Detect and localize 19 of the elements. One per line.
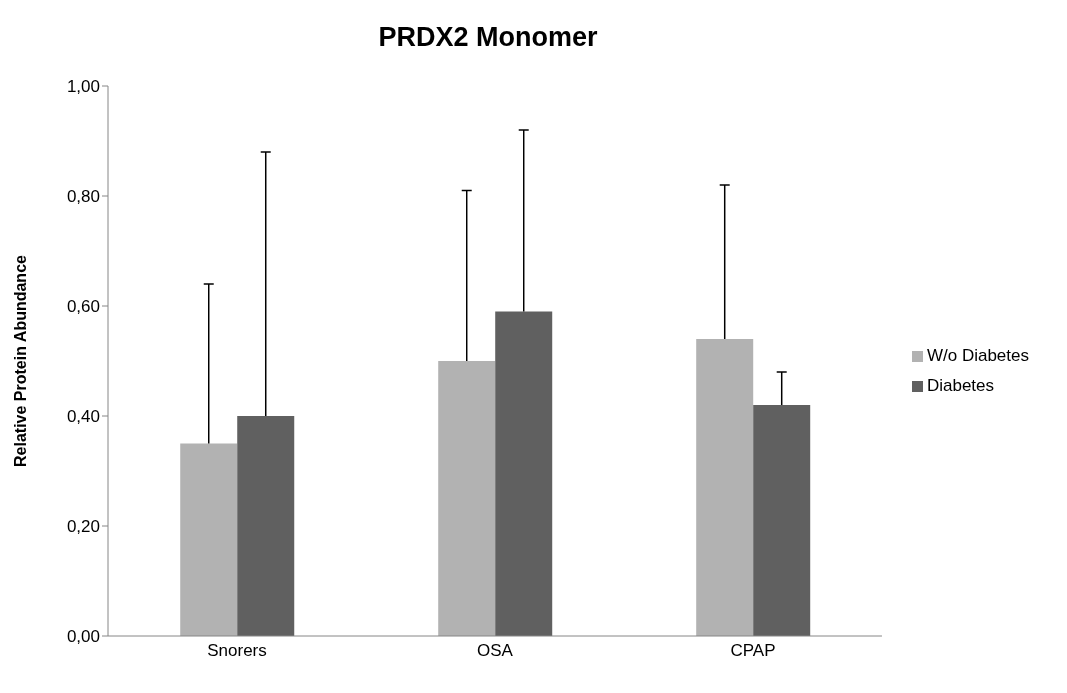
legend-label: Diabetes bbox=[926, 376, 995, 395]
y-tick-label: 0,00 bbox=[66, 627, 100, 647]
y-tick-label: 0,20 bbox=[66, 517, 100, 537]
bar bbox=[753, 405, 811, 636]
bar bbox=[495, 311, 553, 636]
chart-title: PRDX2 Monomer bbox=[377, 21, 599, 54]
legend-label: W/o Diabetes bbox=[926, 346, 1029, 365]
bar bbox=[237, 416, 295, 636]
y-tick-label: 0,80 bbox=[66, 187, 100, 207]
x-tick-label: CPAP bbox=[730, 641, 776, 661]
bar bbox=[438, 361, 496, 636]
y-tick-label: 0,40 bbox=[66, 407, 100, 427]
y-tick-label: 0,60 bbox=[66, 297, 100, 317]
x-tick-label: Snorers bbox=[207, 641, 267, 661]
bar bbox=[180, 443, 238, 636]
y-axis-title: Relative Protein Abundance bbox=[11, 254, 29, 467]
y-tick-label: 1,00 bbox=[66, 77, 100, 97]
bar bbox=[696, 339, 754, 636]
x-tick-label: OSA bbox=[477, 641, 514, 661]
